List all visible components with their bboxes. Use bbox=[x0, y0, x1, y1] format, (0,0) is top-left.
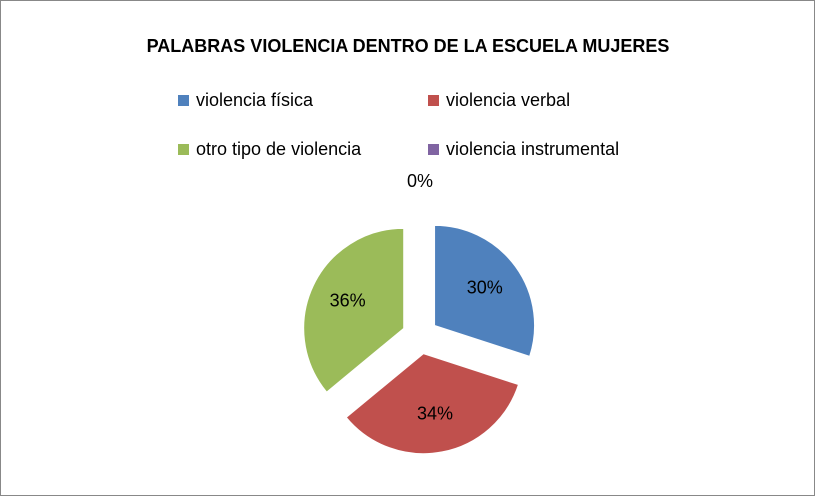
legend-label: violencia verbal bbox=[446, 90, 570, 110]
legend-label: violencia física bbox=[196, 90, 314, 110]
pie-slice bbox=[303, 227, 405, 393]
data-label: 34% bbox=[417, 403, 453, 423]
legend-swatch bbox=[428, 95, 439, 106]
legend-swatch bbox=[178, 144, 189, 155]
legend-label: violencia instrumental bbox=[446, 139, 619, 159]
data-label: 36% bbox=[330, 291, 366, 311]
data-label: 30% bbox=[467, 278, 503, 298]
pie-slice bbox=[434, 224, 536, 357]
pie-slice bbox=[345, 353, 520, 455]
chart-title: PALABRAS VIOLENCIA DENTRO DE LA ESCUELA … bbox=[147, 36, 670, 56]
legend-swatch bbox=[428, 144, 439, 155]
legend-label: otro tipo de violencia bbox=[196, 139, 362, 159]
data-label: 0% bbox=[407, 171, 433, 191]
legend-swatch bbox=[178, 95, 189, 106]
